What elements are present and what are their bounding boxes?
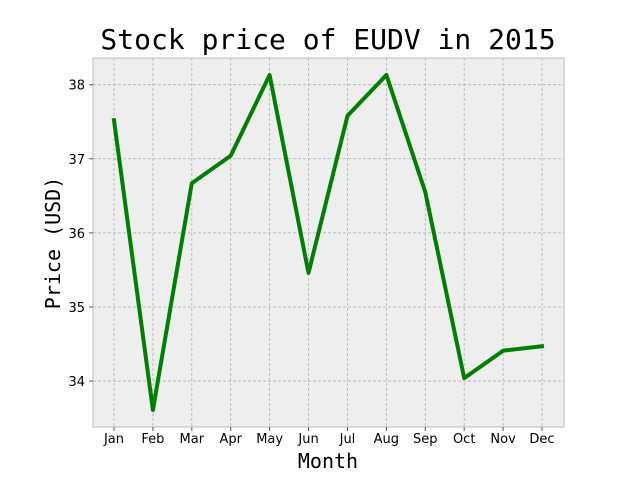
- x-tick-label: Mar: [180, 432, 205, 447]
- x-axis-ticks: Jan Feb Mar Apr May Jun Jul Aug Sep Oct Nov Dec: [103, 427, 555, 447]
- x-tick-label: May: [256, 432, 283, 447]
- y-tick-label: 37: [68, 153, 85, 168]
- plot-area: [92, 57, 565, 428]
- y-tick-label: 34: [68, 375, 85, 390]
- x-tick-label: Jul: [339, 432, 356, 447]
- x-tick-label: Apr: [219, 432, 242, 447]
- x-tick-label: Dec: [529, 432, 554, 447]
- x-tick-label: Jun: [297, 432, 318, 447]
- x-tick-label: Aug: [374, 432, 399, 447]
- y-tick-label: 38: [68, 79, 85, 94]
- chart-title: Stock price of EUDV in 2015: [100, 23, 555, 56]
- x-tick-label: Feb: [141, 432, 164, 447]
- x-tick-label: Nov: [490, 432, 516, 447]
- series-layer: [111, 73, 545, 412]
- x-axis-label: Month: [298, 449, 358, 473]
- y-axis-label: Price (USD): [41, 177, 65, 309]
- y-axis-ticks: 34 35 36 37 38: [68, 79, 93, 390]
- y-tick-label: 35: [68, 301, 85, 316]
- x-tick-label: Oct: [453, 432, 475, 447]
- x-tick-label: Sep: [413, 432, 438, 447]
- grid-lines: [93, 58, 564, 427]
- y-tick-label: 36: [68, 227, 85, 242]
- x-tick-label: Jan: [103, 432, 124, 447]
- series-line: [111, 73, 545, 412]
